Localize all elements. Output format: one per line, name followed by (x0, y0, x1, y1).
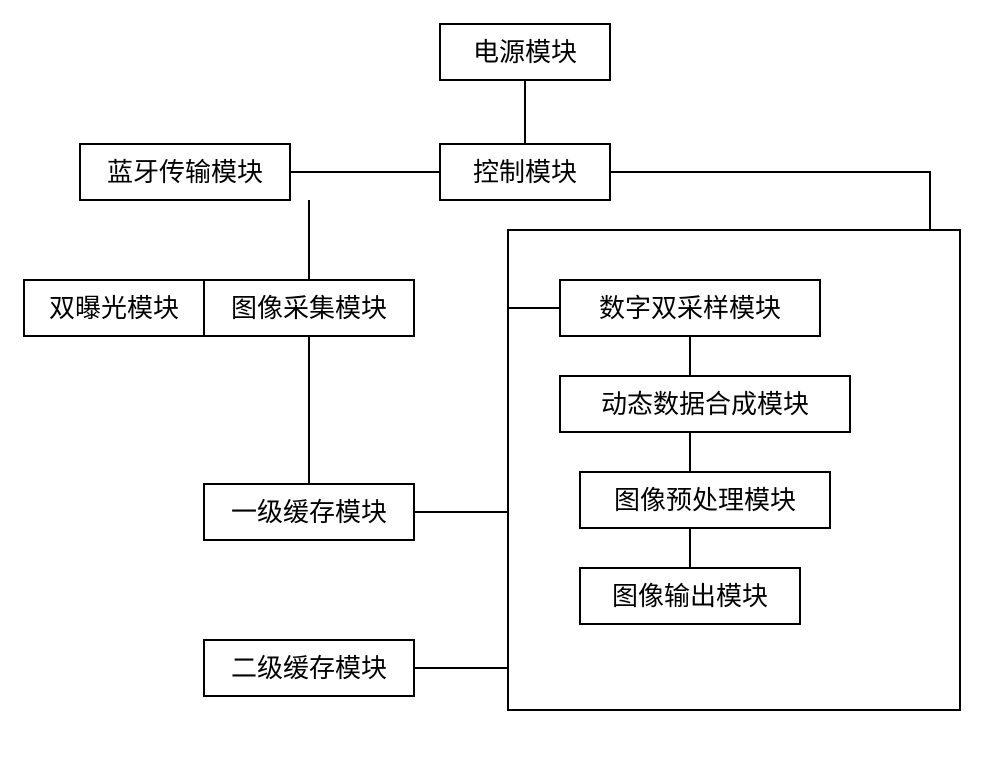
node-label-ddsamp: 数字双采样模块 (599, 293, 781, 323)
node-ddsamp: 数字双采样模块 (560, 280, 820, 336)
node-label-bluetooth: 蓝牙传输模块 (107, 157, 263, 187)
edge-e5 (610, 172, 930, 230)
node-label-l2cache: 二级缓存模块 (231, 653, 387, 683)
node-l1cache: 一级缓存模块 (204, 484, 414, 540)
node-acquire: 图像采集模块 (204, 280, 414, 336)
node-label-l1cache: 一级缓存模块 (231, 497, 387, 527)
node-dyncomp: 动态数据合成模块 (560, 376, 850, 432)
node-label-control: 控制模块 (473, 157, 577, 187)
node-label-imgout: 图像输出模块 (612, 581, 768, 611)
node-label-power: 电源模块 (473, 37, 577, 67)
diagram-canvas: 电源模块蓝牙传输模块 控制模块双曝光模块 图像采集模块一级缓存模块二级缓存模块 数字双… (0, 0, 1000, 767)
node-bluetooth: 蓝牙传输模块 (80, 144, 290, 200)
node-control: 控制模块 (440, 144, 610, 200)
node-label-dyncomp: 动态数据合成模块 (601, 389, 809, 419)
node-label-preproc: 图像预处理模块 (614, 485, 796, 515)
node-label-acquire: 图像采集模块 (231, 293, 387, 323)
node-label-dblexp: 双曝光模块 (49, 293, 179, 323)
node-l2cache: 二级缓存模块 (204, 640, 414, 696)
node-preproc: 图像预处理模块 (580, 472, 830, 528)
node-power: 电源模块 (440, 24, 610, 80)
node-imgout: 图像输出模块 (580, 568, 800, 624)
node-dblexp: 双曝光模块 (24, 280, 204, 336)
